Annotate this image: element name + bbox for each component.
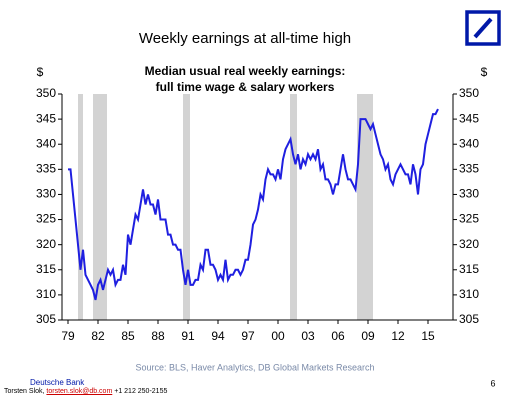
recession-band (93, 94, 107, 320)
y2-tick-label: 305 (459, 312, 479, 326)
y-tick-label: 320 (36, 237, 56, 251)
logo-slash (473, 17, 493, 39)
y-tick-label: 350 (36, 86, 56, 100)
chart-title: Median usual real weekly earnings: (145, 64, 346, 78)
phone: +1 212 250-2155 (112, 388, 168, 395)
y2-tick-label: 340 (459, 136, 479, 150)
email-link[interactable]: torsten.slok@db.com (46, 388, 113, 395)
y-tick-label: 335 (36, 162, 56, 176)
recession-band (78, 94, 83, 320)
contact: Torsten Slok, torsten.slok@db.com +1 212… (4, 388, 167, 395)
y2-tick-label: 325 (459, 212, 479, 226)
x-tick-label: 94 (211, 329, 225, 343)
y2-tick-label: 310 (459, 287, 479, 301)
y2-tick-label: 330 (459, 187, 479, 201)
x-tick-label: 79 (61, 329, 75, 343)
y2-tick-label: 320 (459, 237, 479, 251)
company: Deutsche Bank (30, 378, 85, 387)
x-tick-label: 00 (271, 329, 285, 343)
x-tick-label: 85 (121, 329, 135, 343)
author: Torsten Slok, (4, 388, 47, 395)
logo-box (465, 10, 501, 46)
y-tick-label: 325 (36, 212, 56, 226)
y-tick-label: 340 (36, 136, 56, 150)
x-tick-label: 09 (361, 329, 375, 343)
slide-title: Weekly earnings at all-time high (139, 30, 351, 47)
y-axis-label: $ (37, 65, 44, 79)
y2-tick-label: 335 (459, 162, 479, 176)
y-tick-label: 305 (36, 312, 56, 326)
recession-band (290, 94, 297, 320)
page-number: 6 (490, 378, 495, 388)
x-tick-label: 88 (151, 329, 165, 343)
x-tick-label: 12 (391, 329, 405, 343)
x-tick-label: 82 (91, 329, 105, 343)
recession-band (183, 94, 190, 320)
source: Source: BLS, Haver Analytics, DB Global … (135, 362, 374, 372)
chart-title: full time wage & salary workers (156, 80, 335, 94)
y-tick-label: 345 (36, 111, 56, 125)
y2-tick-label: 350 (459, 86, 479, 100)
y2-axis-label: $ (481, 65, 488, 79)
x-tick-label: 15 (421, 329, 435, 343)
y-tick-label: 330 (36, 187, 56, 201)
recession-band (357, 94, 373, 320)
x-tick-label: 06 (331, 329, 345, 343)
line-series (68, 108, 439, 301)
y2-tick-label: 315 (459, 262, 479, 276)
y-tick-label: 315 (36, 262, 56, 276)
x-tick-label: 91 (181, 329, 195, 343)
x-tick-label: 03 (301, 329, 315, 343)
x-tick-label: 97 (241, 329, 255, 343)
y2-tick-label: 345 (459, 111, 479, 125)
y-tick-label: 310 (36, 287, 56, 301)
